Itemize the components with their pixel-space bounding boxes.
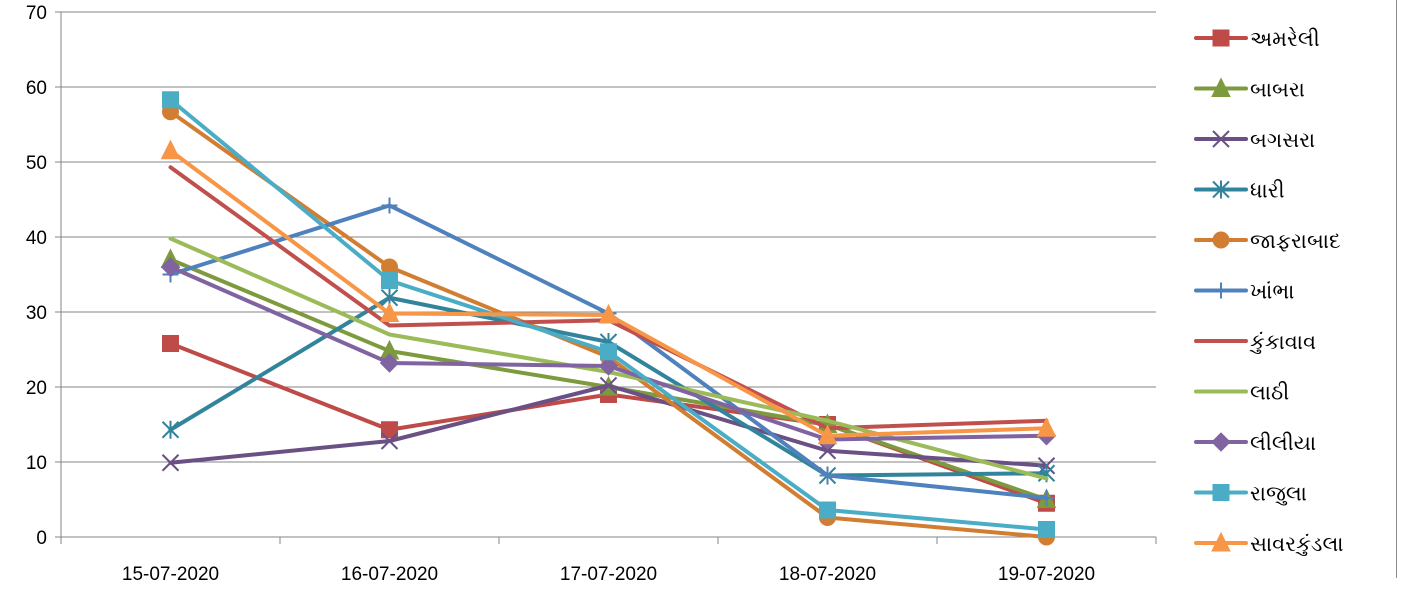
legend-item: કુંકાવાવ xyxy=(1194,330,1316,354)
y-tick-label: 70 xyxy=(26,3,47,24)
data-point xyxy=(1212,130,1230,148)
y-tick-label: 40 xyxy=(26,228,47,249)
data-point xyxy=(1211,531,1231,552)
data-point xyxy=(162,91,179,109)
legend-item: અમરેલી xyxy=(1194,27,1320,51)
series xyxy=(160,139,1057,445)
chart-frame-border xyxy=(1396,0,1397,578)
data-point xyxy=(1212,29,1230,47)
legend-label: બગસરા xyxy=(1250,128,1315,152)
data-point xyxy=(600,343,617,361)
legend-item: બાબરા xyxy=(1194,77,1305,102)
data-point xyxy=(1211,432,1231,452)
legend-label: અમરેલી xyxy=(1250,27,1320,51)
y-tick-label: 20 xyxy=(26,378,47,399)
series xyxy=(160,248,1057,508)
legend-label: ખાંભા xyxy=(1250,280,1294,304)
legend-label: કુંકાવાવ xyxy=(1249,330,1316,354)
legend-label: સાવરકુંડલા xyxy=(1250,532,1343,556)
axes: 0 10 20 30 40 50 60 70 15-07-2020 16-07-2020 17-07… xyxy=(26,3,1157,585)
data-point xyxy=(1038,521,1055,538)
series-lines xyxy=(160,91,1057,546)
data-point xyxy=(819,467,836,484)
data-point xyxy=(381,197,398,214)
y-tick-label: 60 xyxy=(26,78,47,99)
data-point xyxy=(160,139,181,160)
data-point xyxy=(1212,484,1230,501)
y-tick-label: 50 xyxy=(26,153,47,174)
data-point xyxy=(380,432,399,450)
data-point xyxy=(1038,490,1055,506)
legend-item: રાજુલા xyxy=(1194,482,1307,506)
y-tick-label: 0 xyxy=(36,528,47,549)
legend-item: બગસરા xyxy=(1194,128,1315,152)
x-tick-label: 16-07-2020 xyxy=(341,564,438,585)
data-point xyxy=(381,421,398,439)
data-point xyxy=(598,303,619,324)
data-point xyxy=(1211,77,1231,97)
data-point xyxy=(599,376,618,395)
legend-label: લીલીયા xyxy=(1250,431,1316,455)
data-point xyxy=(161,454,180,472)
data-point xyxy=(379,353,400,373)
data-point xyxy=(598,356,619,376)
legend: અમરેલી બાબરા બગસરા ધારી જાફરાબાદ ખાંભા કુંકાવા… xyxy=(1194,27,1343,556)
legend-label: ધારી xyxy=(1250,179,1285,203)
data-point xyxy=(1212,180,1230,199)
data-point xyxy=(162,335,179,352)
y-tick-label: 10 xyxy=(26,453,47,474)
legend-item: લાઠી xyxy=(1194,381,1289,405)
data-point xyxy=(1213,282,1229,299)
data-point xyxy=(160,257,181,277)
x-tick-label: 15-07-2020 xyxy=(122,564,219,585)
x-tick-label: 18-07-2020 xyxy=(779,564,876,585)
legend-item: લીલીયા xyxy=(1194,431,1316,455)
data-point xyxy=(817,424,838,445)
data-point xyxy=(818,442,837,460)
data-point xyxy=(381,272,398,289)
legend-item: જાફરાબાદ xyxy=(1194,229,1341,253)
legend-label: રાજુલા xyxy=(1250,482,1307,506)
legend-label: જાફરાબાદ xyxy=(1250,229,1341,253)
x-tick-label: 19-07-2020 xyxy=(998,564,1095,585)
data-point xyxy=(819,501,836,519)
legend-item: ધારી xyxy=(1194,179,1285,203)
data-point xyxy=(161,420,180,439)
legend-item: સાવરકુંડલા xyxy=(1194,531,1343,556)
data-point xyxy=(379,302,400,322)
series xyxy=(162,103,1055,546)
data-point xyxy=(1212,231,1230,249)
legend-item: ખાંભા xyxy=(1194,280,1294,304)
series xyxy=(162,91,1055,538)
legend-label: લાઠી xyxy=(1250,381,1289,405)
x-tick-label: 17-07-2020 xyxy=(560,564,657,585)
y-tick-label: 30 xyxy=(26,303,47,324)
data-point xyxy=(1036,417,1057,437)
legend-label: બાબરા xyxy=(1250,78,1305,102)
